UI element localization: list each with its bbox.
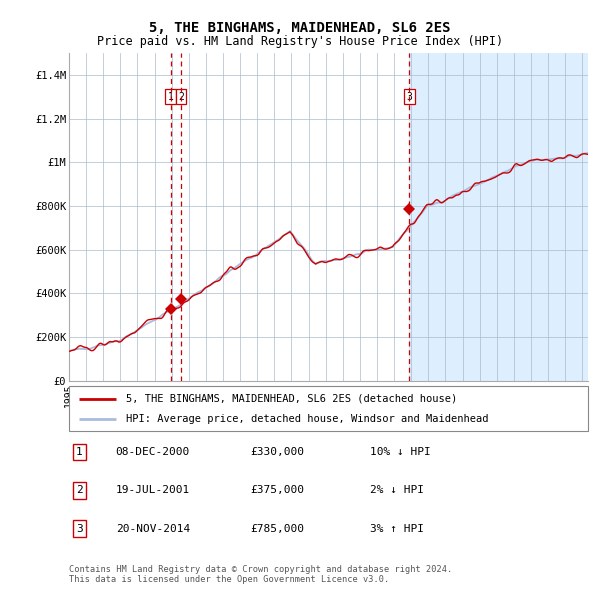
Text: Price paid vs. HM Land Registry's House Price Index (HPI): Price paid vs. HM Land Registry's House … [97,35,503,48]
Text: £330,000: £330,000 [251,447,305,457]
Text: £785,000: £785,000 [251,524,305,533]
Text: HPI: Average price, detached house, Windsor and Maidenhead: HPI: Average price, detached house, Wind… [126,414,488,424]
Text: 19-JUL-2001: 19-JUL-2001 [116,486,190,495]
Text: 2% ↓ HPI: 2% ↓ HPI [370,486,424,495]
Text: 3% ↑ HPI: 3% ↑ HPI [370,524,424,533]
Text: Contains HM Land Registry data © Crown copyright and database right 2024.
This d: Contains HM Land Registry data © Crown c… [69,565,452,584]
Text: 2: 2 [178,92,184,101]
Bar [409,53,588,381]
Text: 1: 1 [167,92,173,101]
Text: 08-DEC-2000: 08-DEC-2000 [116,447,190,457]
Text: 3: 3 [76,524,83,533]
Text: £375,000: £375,000 [251,486,305,495]
Text: 5, THE BINGHAMS, MAIDENHEAD, SL6 2ES (detached house): 5, THE BINGHAMS, MAIDENHEAD, SL6 2ES (de… [126,394,457,404]
Text: 3: 3 [406,92,412,101]
Text: 1: 1 [76,447,83,457]
Text: 2: 2 [76,486,83,495]
Text: 10% ↓ HPI: 10% ↓ HPI [370,447,431,457]
Text: 20-NOV-2014: 20-NOV-2014 [116,524,190,533]
Text: 5, THE BINGHAMS, MAIDENHEAD, SL6 2ES: 5, THE BINGHAMS, MAIDENHEAD, SL6 2ES [149,21,451,35]
